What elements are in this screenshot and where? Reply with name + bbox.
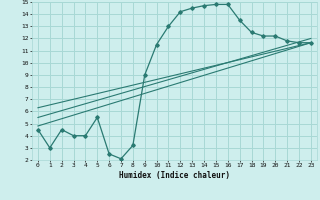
X-axis label: Humidex (Indice chaleur): Humidex (Indice chaleur): [119, 171, 230, 180]
